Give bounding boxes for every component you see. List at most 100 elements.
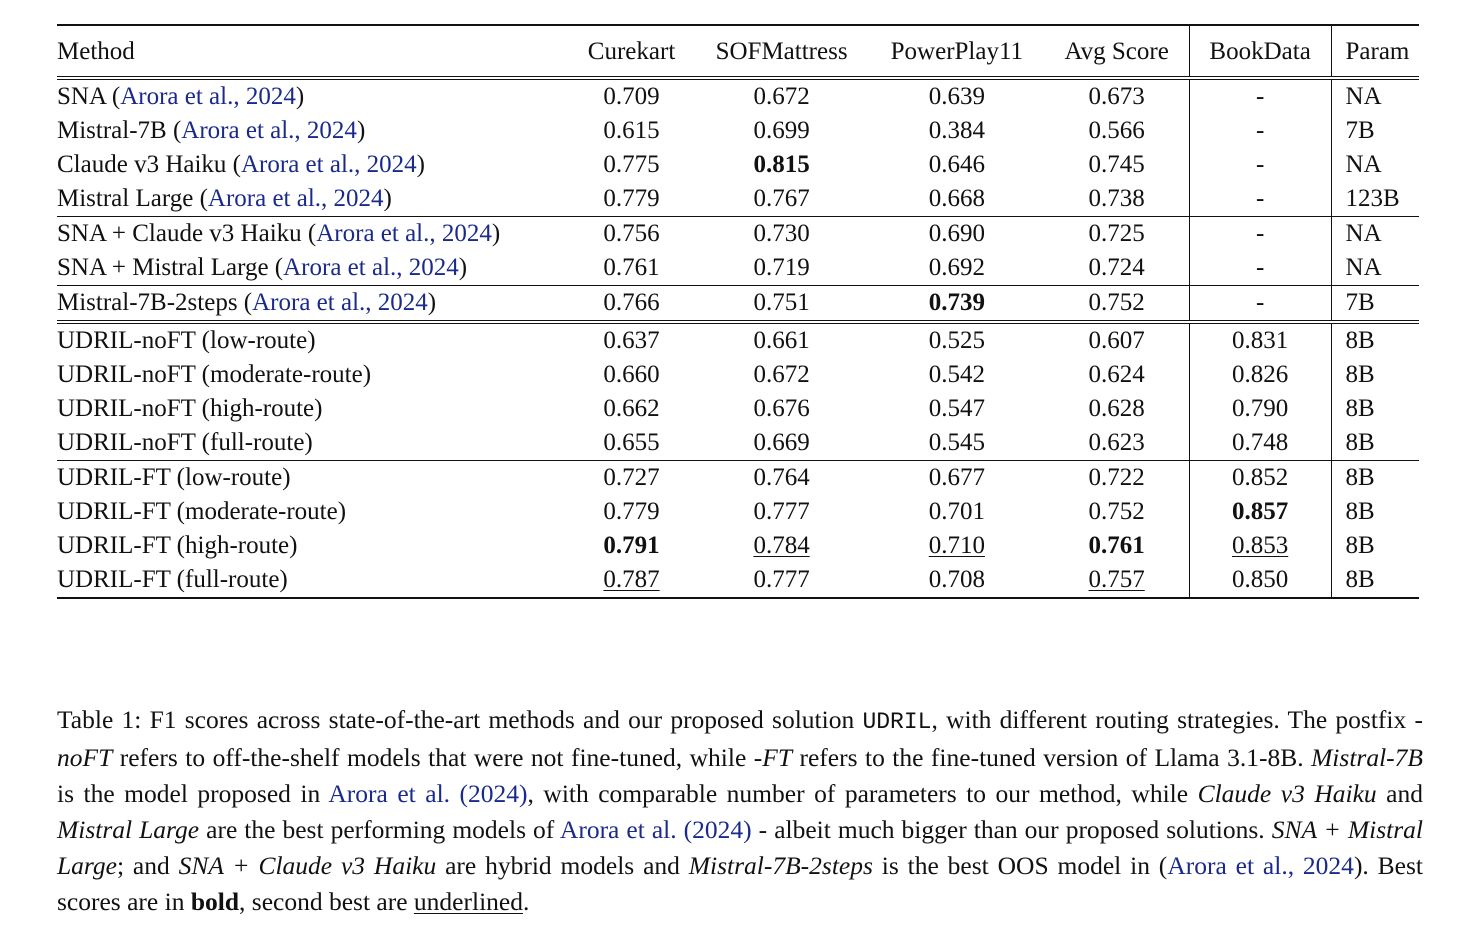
method-cell: Mistral Large (Arora et al., 2024) (57, 185, 392, 212)
caption-fragment: ). Best scores are in (57, 851, 1424, 916)
table-row: Mistral-7B (Arora et al., 2024) 0.615 0.69… (57, 114, 1419, 148)
table-row: UDRIL-FT (moderate-route) 0.779 0.777 0.701… (57, 495, 1419, 529)
bookdata-value: - (1255, 117, 1265, 144)
curekart-value: 0.756 (603, 220, 660, 247)
citation-link[interactable]: Arora et al., 2024 (252, 289, 428, 316)
method-name: UDRIL-noFT (high-route) (57, 395, 323, 422)
sofmattress-value: 0.777 (753, 566, 810, 593)
method-cell: SNA (Arora et al., 2024) (57, 83, 305, 110)
sofmattress-cell: 0.669 (694, 426, 869, 461)
bookdata-cell: 0.852 (1188, 460, 1332, 495)
powerplay-value: 0.710 (928, 532, 985, 559)
method-name: UDRIL-noFT (moderate-route) (57, 361, 372, 388)
results-table-container: Method Curekart SOFMattress PowerPlay11 … (57, 24, 1419, 599)
sofmattress-cell: 0.672 (694, 358, 869, 392)
avg-cell: 0.745 (1045, 148, 1190, 182)
curekart-cell: 0.662 (569, 392, 694, 426)
method-cell: UDRIL-FT (low-route) (57, 461, 569, 496)
avg-value: 0.722 (1088, 464, 1145, 491)
header-avg-score: Avg Score (1064, 38, 1169, 65)
caption-fragment: - albeit much bigger than our proposed s… (751, 815, 1272, 844)
method-cell: UDRIL-FT (moderate-route) (57, 495, 569, 529)
caption-sna-mistral: SNA + Mistral Large (57, 815, 1423, 880)
bookdata-value: - (1255, 83, 1265, 110)
avg-value: 0.738 (1088, 185, 1145, 212)
caption-claude: Claude v3 Haiku (1197, 779, 1377, 808)
powerplay-value: 0.692 (928, 254, 985, 281)
avg-value: 0.628 (1088, 395, 1145, 422)
param-cell: NA (1331, 251, 1419, 286)
method-name: Claude v3 Haiku (57, 151, 227, 178)
avg-value: 0.624 (1088, 361, 1145, 388)
citation-link[interactable]: Arora et al., 2024 (283, 254, 459, 281)
curekart-value: 0.727 (603, 464, 660, 491)
citation-link[interactable]: Arora et al., 2024 (316, 220, 492, 247)
param-cell: 8B (1331, 392, 1419, 426)
bookdata-value: 0.831 (1231, 327, 1289, 354)
table-row: UDRIL-FT (high-route) 0.791 0.784 0.710 0.76… (57, 529, 1419, 563)
caption-citation-link[interactable]: Arora et al., 2024 (1167, 851, 1354, 880)
bookdata-cell: - (1188, 114, 1332, 148)
sofmattress-value: 0.767 (753, 185, 810, 212)
bookdata-cell: 0.826 (1188, 358, 1332, 392)
bookdata-cell: - (1188, 285, 1332, 322)
powerplay-cell: 0.710 (869, 529, 1045, 563)
curekart-cell: 0.709 (569, 78, 694, 114)
sofmattress-cell: 0.672 (694, 78, 869, 114)
header-bookdata: BookData (1188, 25, 1332, 78)
sofmattress-cell: 0.767 (694, 182, 869, 217)
header-curekart: Curekart (587, 38, 676, 65)
curekart-cell: 0.779 (569, 182, 694, 217)
param-value: 8B (1345, 498, 1375, 525)
sofmattress-value: 0.661 (753, 327, 810, 354)
param-value: 8B (1345, 327, 1375, 354)
curekart-value: 0.766 (603, 289, 660, 316)
citation-link[interactable]: Arora et al., 2024 (241, 151, 417, 178)
citation-link[interactable]: Arora et al., 2024 (181, 117, 357, 144)
caption-sna-claude: SNA + Claude v3 Haiku (178, 851, 437, 880)
sofmattress-value: 0.751 (753, 289, 810, 316)
table-row: UDRIL-FT (full-route) 0.787 0.777 0.708 0.75… (57, 563, 1419, 598)
method-name: SNA + Claude v3 Haiku (57, 220, 302, 247)
param-cell: NA (1331, 148, 1419, 182)
caption-fragment: is the best OOS model in ( (872, 851, 1168, 880)
caption-citation-link[interactable]: Arora et al. (2024) (328, 779, 528, 808)
sofmattress-cell: 0.730 (694, 217, 869, 252)
curekart-value: 0.787 (603, 566, 660, 593)
caption-fragment: . (522, 887, 530, 916)
powerplay-cell: 0.384 (869, 114, 1045, 148)
powerplay-cell: 0.545 (869, 426, 1045, 461)
method-cell: UDRIL-noFT (high-route) (57, 392, 569, 426)
caption-ft: -FT (753, 743, 792, 772)
caption-fragment: Table 1: F1 scores across state-of-the-a… (57, 705, 863, 734)
avg-value: 0.761 (1088, 532, 1145, 559)
caption-citation-link[interactable]: Arora et al. (2024) (559, 815, 752, 844)
bookdata-value: - (1255, 289, 1265, 316)
param-cell: 123B (1331, 182, 1419, 217)
bookdata-value: 0.850 (1231, 566, 1289, 593)
caption-underlined-word: underlined (413, 887, 523, 916)
param-value: NA (1345, 83, 1382, 110)
avg-value: 0.724 (1088, 254, 1145, 281)
method-cell: Claude v3 Haiku (Arora et al., 2024) (57, 151, 425, 178)
bookdata-cell: - (1188, 148, 1332, 182)
avg-value: 0.752 (1088, 498, 1145, 525)
avg-cell: 0.738 (1045, 182, 1190, 217)
avg-cell: 0.566 (1045, 114, 1190, 148)
avg-cell: 0.607 (1045, 322, 1190, 358)
powerplay-value: 0.708 (928, 566, 985, 593)
bookdata-cell: - (1188, 251, 1332, 286)
caption-mistral-2steps: Mistral-7B-2steps (688, 851, 873, 880)
caption-bold-word: bold (190, 887, 240, 916)
sofmattress-cell: 0.777 (694, 563, 869, 598)
method-name: Mistral-7B (57, 117, 167, 144)
citation-link[interactable]: Arora et al., 2024 (120, 83, 296, 110)
param-value: NA (1345, 151, 1382, 178)
avg-cell: 0.724 (1045, 251, 1190, 286)
avg-cell: 0.623 (1045, 426, 1190, 461)
method-cell: Mistral-7B-2steps (Arora et al., 2024) (57, 289, 437, 316)
bookdata-cell: 0.853 (1188, 529, 1332, 563)
sofmattress-value: 0.815 (753, 151, 810, 178)
avg-value: 0.757 (1088, 566, 1145, 593)
citation-link[interactable]: Arora et al., 2024 (207, 185, 384, 212)
